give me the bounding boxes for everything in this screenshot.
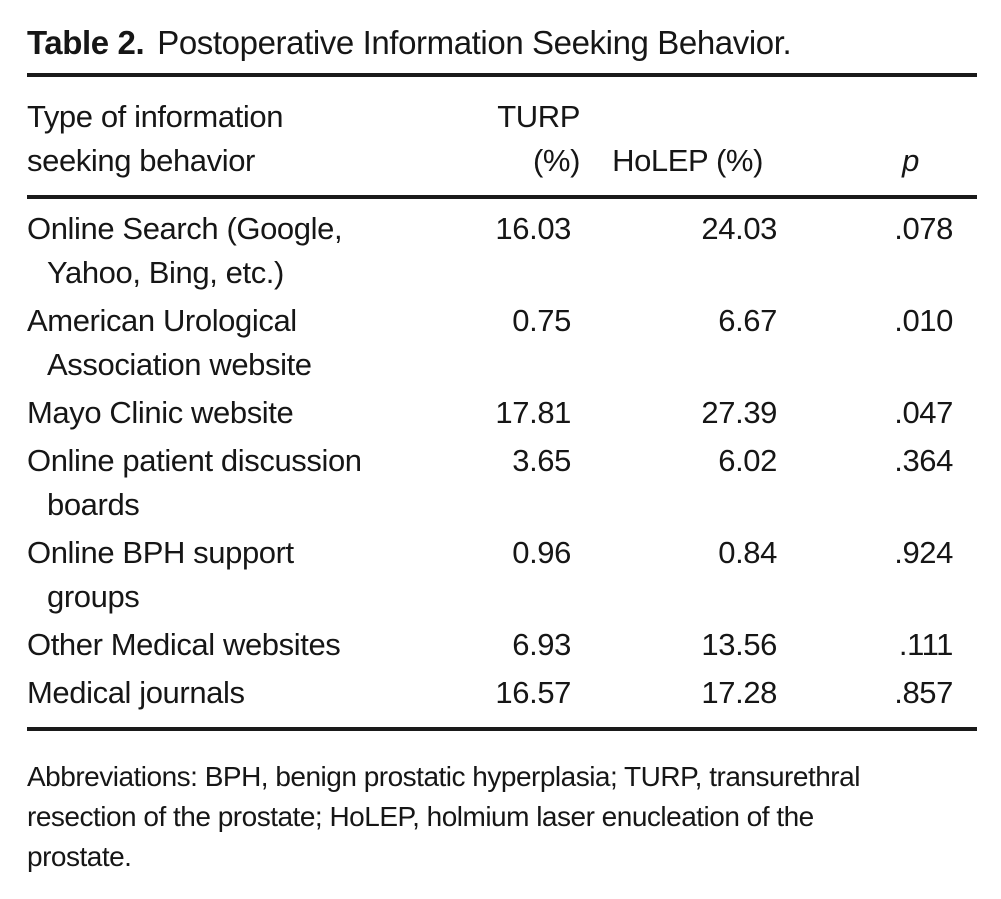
cell-p-value: .364 <box>894 443 953 478</box>
cell-holep-value: 0.84 <box>718 535 777 570</box>
cell-p-value: .047 <box>894 395 953 430</box>
table-header: Type of information seeking behavior TUR… <box>27 75 977 199</box>
cell-turp-value: 16.03 <box>495 211 571 246</box>
cell-behavior: Mayo Clinic website <box>27 395 294 430</box>
cell-p-value: .010 <box>894 303 953 338</box>
column-header-p: p <box>777 75 977 199</box>
table-title: Table 2. Postoperative Information Seekin… <box>27 23 977 63</box>
cell-turp-value: 16.57 <box>495 675 571 710</box>
table-row: Online Search (Google, Yahoo, Bing, etc.… <box>27 197 977 297</box>
cell-holep-value: 13.56 <box>701 627 777 662</box>
cell-behavior: Online patient discussion boards <box>27 443 362 522</box>
cell-p-value: .924 <box>894 535 953 570</box>
column-header-holep: HoLEP (%) <box>571 75 777 199</box>
cell-behavior: Online Search (Google, Yahoo, Bing, etc.… <box>27 211 343 290</box>
cell-behavior: American Urological Association website <box>27 303 312 382</box>
table-body: Online Search (Google, Yahoo, Bing, etc.… <box>27 197 977 729</box>
cell-turp-value: 0.96 <box>512 535 571 570</box>
table-row: Other Medical websites 6.93 13.56 .111 <box>27 621 977 669</box>
cell-holep-value: 6.02 <box>718 443 777 478</box>
cell-p-value: .078 <box>894 211 953 246</box>
postoperative-info-seeking-table: Type of information seeking behavior TUR… <box>27 73 977 731</box>
table-footnote: Abbreviations: BPH, benign prostatic hyp… <box>27 761 860 872</box>
cell-holep-value: 27.39 <box>701 395 777 430</box>
cell-p-value: .111 <box>898 627 954 662</box>
cell-turp-value: 3.65 <box>512 443 571 478</box>
header-row: Type of information seeking behavior TUR… <box>27 75 977 199</box>
cell-holep-value: 24.03 <box>701 211 777 246</box>
table-row: Medical journals 16.57 17.28 .857 <box>27 669 977 729</box>
column-header-turp: TURP (%) <box>453 75 580 199</box>
table-row: American Urological Association website … <box>27 297 977 389</box>
table-number-label: Table 2. <box>27 24 145 61</box>
cell-behavior: Medical journals <box>27 675 245 710</box>
cell-turp-value: 6.93 <box>512 627 571 662</box>
column-header-behavior: Type of information seeking behavior <box>27 75 444 199</box>
cell-behavior: Online BPH support groups <box>27 535 294 614</box>
table-title-text: Postoperative Information Seeking Behavi… <box>157 24 792 61</box>
cell-turp-value: 0.75 <box>512 303 571 338</box>
table-row: Online BPH support groups 0.96 0.84 .924 <box>27 529 977 621</box>
cell-behavior: Other Medical websites <box>27 627 341 662</box>
table-row: Mayo Clinic website 17.81 27.39 .047 <box>27 389 977 437</box>
cell-p-value: .857 <box>894 675 953 710</box>
column-header-behavior-text: Type of information seeking behavior <box>27 99 284 178</box>
cell-turp-value: 17.81 <box>495 395 571 430</box>
cell-holep-value: 6.67 <box>718 303 777 338</box>
cell-holep-value: 17.28 <box>701 675 777 710</box>
table-row: Online patient discussion boards 3.65 6.… <box>27 437 977 529</box>
